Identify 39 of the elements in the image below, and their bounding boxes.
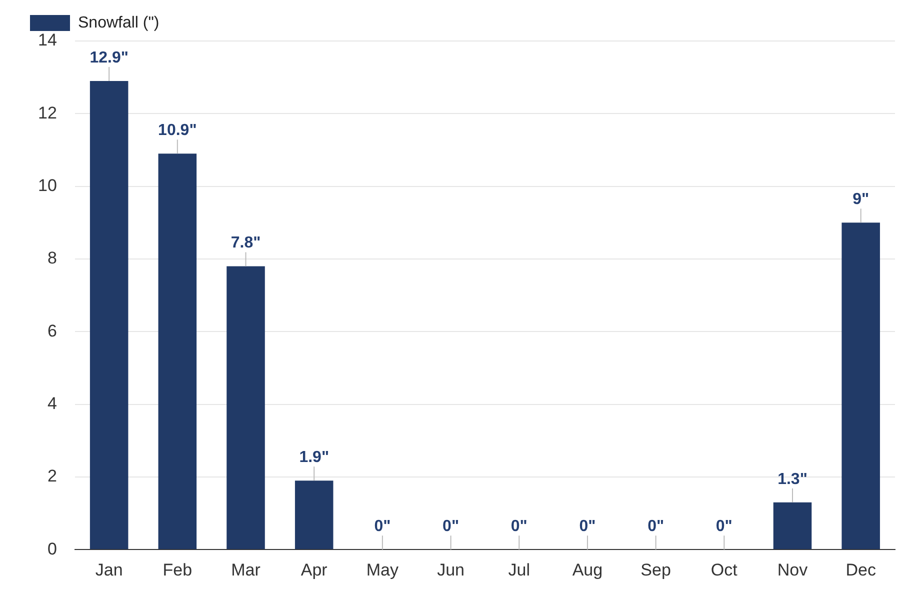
y-tick-label: 0	[47, 539, 57, 558]
y-tick-label: 8	[47, 248, 57, 268]
data-label: 10.9"	[158, 122, 197, 140]
data-label: 1.9"	[299, 448, 330, 466]
data-label: 9"	[852, 191, 870, 208]
x-tick-label: Jan	[95, 560, 123, 580]
x-tick-label: Oct	[710, 560, 738, 580]
x-tick-label: Feb	[162, 560, 192, 580]
data-label: 0"	[510, 518, 528, 536]
bar	[294, 480, 334, 550]
bar	[226, 266, 265, 550]
data-label: 7.8"	[230, 234, 261, 252]
data-label: 1.3"	[778, 470, 808, 488]
y-tick-label: 12	[38, 103, 57, 122]
data-label: 0"	[442, 518, 460, 536]
x-tick-label: Mar	[231, 560, 261, 580]
x-tick-label: Dec	[846, 560, 876, 580]
y-tick-label: 4	[47, 394, 57, 413]
x-tick-label: May	[366, 560, 399, 580]
bar	[90, 80, 128, 550]
y-tick-label: 10	[38, 176, 57, 195]
x-tick-label: Apr	[300, 560, 328, 580]
legend-label: Snowfall (")	[78, 14, 160, 32]
data-label: 0"	[579, 518, 596, 536]
y-tick-label: 6	[47, 321, 57, 340]
x-tick-label: Sep	[640, 560, 671, 580]
y-tick-label: 2	[47, 466, 57, 486]
data-label: 0"	[374, 518, 391, 536]
bar	[773, 502, 812, 550]
data-label: 0"	[648, 518, 664, 536]
y-tick-label: 14	[38, 30, 57, 50]
bar	[158, 154, 197, 550]
x-tick-label: Jun	[437, 560, 464, 580]
data-label: 12.9"	[90, 49, 128, 66]
x-tick-label: Nov	[777, 560, 808, 580]
x-tick-label: Aug	[572, 560, 603, 580]
data-label: 0"	[716, 518, 732, 536]
bar	[842, 222, 880, 550]
x-tick-label: Jul	[508, 560, 530, 580]
